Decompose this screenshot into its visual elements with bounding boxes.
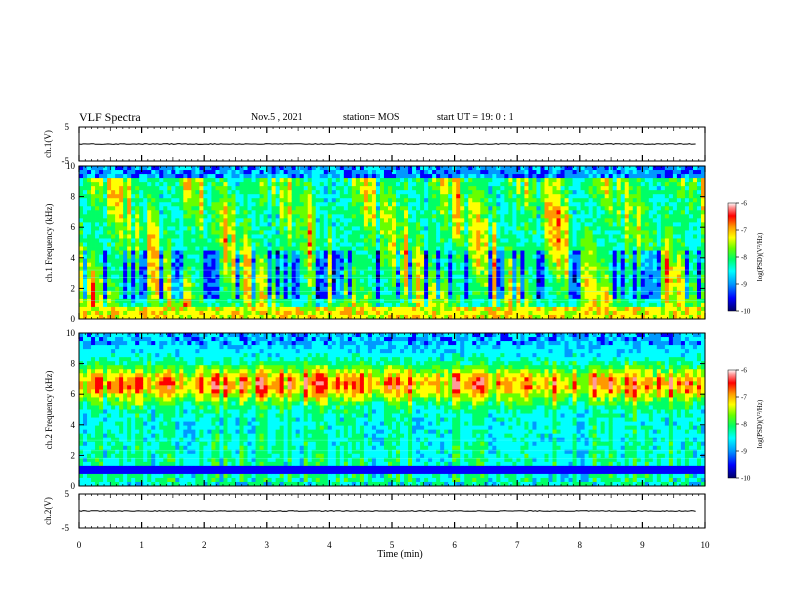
y-tick-label: 10 <box>66 328 76 338</box>
y-tick-label: -5 <box>62 523 70 533</box>
station-label: station= MOS <box>343 112 400 123</box>
y-tick-label: 8 <box>71 192 76 202</box>
waveform-line <box>78 143 696 145</box>
chart-title: VLF Spectra <box>79 110 141 124</box>
y-tick-label: -5 <box>62 156 70 166</box>
x-tick-label: 1 <box>139 540 144 550</box>
y-tick-label: 6 <box>71 222 76 232</box>
y-tick-label: 5 <box>65 489 70 499</box>
colorbar-tick-label: -9 <box>741 448 747 456</box>
x-tick-label: 8 <box>578 540 583 550</box>
y-tick-label: 5 <box>65 122 70 132</box>
ch2-colorbar-label: log(PSD)(V²/Hz) <box>756 399 764 448</box>
ch2-spectrogram-ylabel: ch.2 Frequency (kHz) <box>44 371 54 450</box>
y-tick-label: 6 <box>71 389 76 399</box>
colorbar-tick-label: -8 <box>741 254 747 262</box>
waveform-line <box>78 510 696 512</box>
colorbar-tick-label: -9 <box>741 281 747 289</box>
y-tick-label: 4 <box>71 253 76 263</box>
y-tick-label: 2 <box>71 283 76 293</box>
ch2-waveform <box>78 510 696 512</box>
ch2-spectrogram <box>79 333 706 487</box>
ch1-colorbar-label: log(PSD)(V²/Hz) <box>756 232 764 281</box>
start-time-label: start UT = 19: 0 : 1 <box>437 112 514 123</box>
x-tick-label: 6 <box>452 540 457 550</box>
x-tick-label: 3 <box>265 540 270 550</box>
x-axis-label: Time (min) <box>377 549 422 560</box>
colorbar-tick-label: -8 <box>741 421 747 429</box>
x-tick-label: 7 <box>515 540 520 550</box>
ch1-spectrogram <box>79 166 706 320</box>
ch1-spectrogram-ylabel: ch.1 Frequency (kHz) <box>44 204 54 283</box>
colorbar-tick-label: -7 <box>741 394 747 402</box>
colorbar-tick-label: -7 <box>741 227 747 235</box>
colorbar-ticks: -6 -7 -8 -9 -10 -6 -7 -8 -9 -10 <box>736 200 751 483</box>
ch2-colorbar <box>727 369 737 479</box>
y-tick-label: 2 <box>71 450 76 460</box>
y-tick-label: 0 <box>71 314 76 324</box>
colorbar-tick-label: -6 <box>741 367 747 375</box>
date-label: Nov.5 , 2021 <box>251 112 303 123</box>
axes: 5 -5 5 -5 0 2 4 6 8 10 0 2 4 6 8 10 0 1 2 3 4 5 6 7 8 9 10 <box>62 122 711 550</box>
colorbar-tick-label: -10 <box>741 308 751 316</box>
x-tick-label: 10 <box>701 540 711 550</box>
y-tick-label: 4 <box>71 420 76 430</box>
colorbar-tick-label: -10 <box>741 475 751 483</box>
x-tick-label: 0 <box>77 540 82 550</box>
colorbar-tick-label: -6 <box>741 200 747 208</box>
x-tick-label: 5 <box>390 540 395 550</box>
ch1-waveform-ylabel: ch.1(V) <box>43 130 53 158</box>
x-tick-label: 4 <box>327 540 332 550</box>
ch1-waveform <box>78 143 696 145</box>
ch2-waveform-ylabel: ch.2(V) <box>43 497 53 525</box>
ch1-colorbar <box>727 202 737 312</box>
x-tick-label: 9 <box>640 540 645 550</box>
y-tick-label: 10 <box>66 161 76 171</box>
y-tick-label: 8 <box>71 359 76 369</box>
y-tick-label: 0 <box>71 481 76 491</box>
x-tick-label: 2 <box>202 540 207 550</box>
